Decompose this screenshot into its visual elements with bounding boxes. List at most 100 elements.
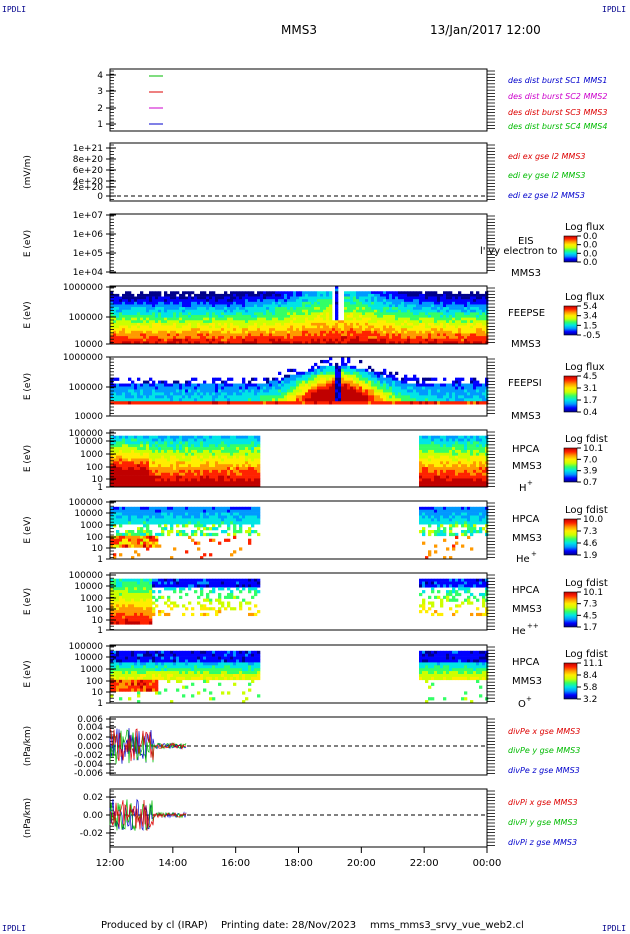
spectrogram-cell bbox=[221, 392, 225, 396]
spectrogram-cell bbox=[437, 478, 441, 482]
spectrogram-cell bbox=[326, 380, 330, 384]
spectrogram-cell bbox=[119, 338, 123, 342]
spectrogram-cell bbox=[269, 389, 273, 393]
spectrogram-cell bbox=[113, 538, 117, 542]
spectrogram-cell bbox=[365, 328, 369, 332]
spectrogram-cell bbox=[200, 455, 204, 459]
spectrogram-cell bbox=[362, 315, 366, 318]
spectrogram-cell bbox=[230, 461, 234, 465]
spectrogram-cell bbox=[323, 312, 327, 316]
spectrogram-cell bbox=[383, 392, 387, 396]
spectrogram-cell bbox=[446, 455, 450, 459]
spectrogram-cell bbox=[368, 395, 372, 399]
spectrogram-cell bbox=[323, 291, 327, 295]
spectrogram-cell bbox=[290, 312, 294, 316]
spectrogram-cell bbox=[449, 330, 453, 334]
spectrogram-cell bbox=[122, 478, 126, 482]
spectrogram-cell bbox=[476, 312, 480, 316]
spectrogram-cell bbox=[230, 333, 234, 337]
spectrogram-cell bbox=[191, 449, 195, 454]
spectrogram-cell bbox=[368, 330, 372, 334]
spectrogram-cell bbox=[362, 383, 366, 387]
spectrogram-cell bbox=[203, 320, 207, 324]
spectrogram-cell bbox=[191, 484, 195, 488]
spectrogram-cell bbox=[161, 484, 165, 488]
spectrogram-cell bbox=[230, 447, 234, 451]
spectrogram-cell bbox=[188, 461, 192, 465]
spectrogram-cell bbox=[173, 484, 177, 488]
spectrogram-cell bbox=[122, 435, 126, 439]
spectrogram-cell bbox=[368, 312, 372, 316]
spectrogram-cell bbox=[200, 304, 204, 308]
spectrogram-cell bbox=[248, 389, 252, 393]
spectrogram-cell bbox=[458, 307, 462, 311]
spectrogram-cell bbox=[449, 435, 453, 439]
spectrogram-cell bbox=[365, 383, 369, 387]
spectrogram-cell bbox=[329, 304, 333, 308]
spectrogram-cell bbox=[236, 481, 240, 485]
spectrogram-cell bbox=[239, 341, 243, 345]
spectrogram-cell bbox=[194, 336, 198, 340]
spectrogram-cell bbox=[173, 322, 177, 326]
spectrogram-cell bbox=[335, 401, 339, 405]
spectrogram-cell bbox=[191, 291, 195, 295]
spectrogram-cell bbox=[245, 467, 249, 471]
spectrogram-cell bbox=[437, 444, 441, 448]
spectrogram-cell bbox=[218, 386, 222, 390]
spectrogram-cell bbox=[419, 389, 423, 393]
spectrogram-cell bbox=[152, 315, 156, 318]
spectrogram-cell bbox=[344, 317, 348, 321]
spectrogram-cell bbox=[185, 481, 189, 485]
spectrogram-cell bbox=[332, 338, 336, 342]
spectrogram-cell bbox=[461, 320, 465, 324]
spectrogram-cell bbox=[140, 447, 144, 451]
spectrogram-cell bbox=[188, 336, 192, 340]
spectrogram-cell bbox=[119, 435, 123, 439]
spectrogram-cell bbox=[257, 441, 261, 445]
spectrogram-cell bbox=[311, 325, 315, 329]
spectrogram-cell bbox=[464, 389, 468, 393]
spectrogram-cell bbox=[479, 449, 483, 454]
spectrogram-cell bbox=[437, 472, 441, 476]
spectrogram-cell bbox=[230, 469, 234, 474]
spectrogram-cell bbox=[110, 291, 114, 295]
spectrogram-cell bbox=[221, 328, 225, 332]
spectrogram-cell bbox=[146, 478, 150, 482]
spectrogram-cell bbox=[299, 317, 303, 321]
spectrogram-cell bbox=[281, 299, 285, 303]
spectrogram-cell bbox=[140, 467, 144, 471]
spectrogram-cell bbox=[392, 328, 396, 332]
spectrogram-cell bbox=[317, 328, 321, 332]
spectrogram-cell bbox=[461, 377, 465, 381]
spectrogram-cell bbox=[134, 330, 138, 334]
spectrogram-cell bbox=[203, 338, 207, 342]
spectrogram-cell bbox=[290, 386, 294, 390]
spectrogram-cell bbox=[419, 484, 423, 488]
spectrogram-cell bbox=[146, 296, 150, 300]
spectrogram-cell bbox=[242, 315, 246, 318]
spectrogram-cell bbox=[446, 304, 450, 308]
spectrogram-cell bbox=[131, 438, 135, 442]
spectrogram-cell bbox=[221, 304, 225, 308]
spectrogram-cell bbox=[365, 336, 369, 340]
spectrogram-cell bbox=[479, 322, 483, 326]
spectrogram-cell bbox=[197, 315, 201, 318]
spectrogram-cell bbox=[401, 330, 405, 334]
spectrogram-cell bbox=[188, 472, 192, 476]
spectrogram-cell bbox=[350, 317, 354, 321]
spectrogram-cell bbox=[443, 309, 447, 313]
spectrogram-cell bbox=[266, 392, 270, 396]
spectrogram-cell bbox=[191, 398, 195, 402]
spectrogram-cell bbox=[248, 455, 252, 459]
spectrogram-cell bbox=[167, 469, 171, 474]
spectrogram-cell bbox=[239, 441, 243, 445]
spectrogram-cell bbox=[386, 401, 390, 405]
spectrogram-cell bbox=[416, 392, 420, 396]
spectrogram-cell bbox=[149, 435, 153, 439]
spectrogram-cell bbox=[413, 338, 417, 342]
spectrogram-cell bbox=[452, 447, 456, 451]
spectrogram-cell bbox=[482, 452, 486, 456]
spectrogram-cell bbox=[377, 299, 381, 303]
spectrogram-cell bbox=[428, 299, 432, 303]
spectrogram-cell bbox=[233, 315, 237, 318]
